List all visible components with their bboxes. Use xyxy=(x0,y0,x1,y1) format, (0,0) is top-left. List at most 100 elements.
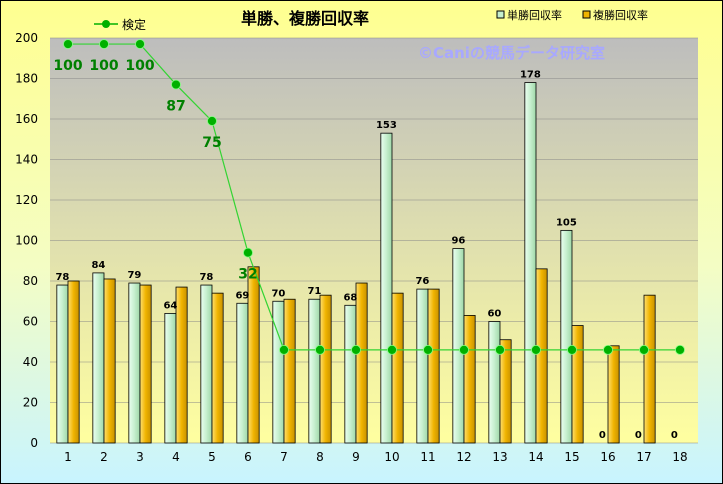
win-data-label: 70 xyxy=(271,288,285,299)
place-bar xyxy=(391,292,404,444)
x-tick-label: 3 xyxy=(136,450,144,464)
place-bar xyxy=(103,278,116,444)
x-tick-label: 13 xyxy=(492,450,507,464)
y-tick-label: 200 xyxy=(15,31,38,45)
legend-item-line: 検定 xyxy=(94,17,146,32)
y-tick-label: 0 xyxy=(30,436,38,450)
line-marker xyxy=(423,344,433,355)
win-bar xyxy=(380,132,393,444)
line-marker xyxy=(63,39,73,49)
y-tick-label: 60 xyxy=(23,315,38,329)
y-tick-label: 140 xyxy=(15,153,38,167)
place-bar xyxy=(535,268,548,444)
line-data-label: 87 xyxy=(166,99,185,115)
x-tick-label: 6 xyxy=(244,450,252,464)
legend-item-place: 複勝回収率 xyxy=(582,8,648,22)
legend-label-win: 単勝回収率 xyxy=(507,8,562,22)
win-data-label: 153 xyxy=(376,120,397,131)
x-tick-label: 2 xyxy=(100,450,108,464)
win-bar xyxy=(128,282,141,444)
win-data-label: 78 xyxy=(199,272,213,283)
line-marker xyxy=(387,344,397,355)
win-bar xyxy=(560,229,573,444)
place-bar xyxy=(427,288,440,444)
line-marker xyxy=(135,39,145,49)
place-bar xyxy=(571,325,584,444)
legend-item-win: 単勝回収率 xyxy=(496,8,562,22)
x-tick-label: 17 xyxy=(636,450,651,464)
line-marker xyxy=(603,344,613,355)
win-bar xyxy=(344,304,357,444)
y-tick-label: 160 xyxy=(15,112,38,126)
y-tick-label: 40 xyxy=(23,355,38,369)
line-data-label: 100 xyxy=(53,58,82,74)
win-data-label: 0 xyxy=(635,430,642,441)
legend-line-marker xyxy=(102,20,110,28)
win-data-label: 0 xyxy=(599,430,606,441)
win-data-label: 0 xyxy=(671,430,678,441)
line-marker xyxy=(315,344,325,355)
x-axis: 1 2 3 4 5 6 7 8 9 10 11 12 13 14 15 16 17 18 xyxy=(64,450,687,464)
place-bar xyxy=(319,294,332,444)
place-bar xyxy=(67,280,80,444)
x-tick-label: 8 xyxy=(316,450,324,464)
line-series xyxy=(63,39,685,355)
y-tick-label: 180 xyxy=(15,72,38,86)
x-tick-label: 11 xyxy=(420,450,435,464)
place-bar xyxy=(139,284,152,444)
y-tick-label: 120 xyxy=(15,193,38,207)
win-data-label: 96 xyxy=(451,236,465,247)
line-marker xyxy=(351,344,361,355)
line-marker xyxy=(459,344,469,355)
watermark: ©Caniの競馬データ研究室 xyxy=(418,44,605,62)
place-bar xyxy=(607,345,620,444)
place-bar xyxy=(211,292,224,444)
gridlines xyxy=(50,37,698,444)
win-data-label: 79 xyxy=(127,270,141,281)
win-data-label: 68 xyxy=(343,292,357,303)
win-data-label: 64 xyxy=(163,300,177,311)
line-marker xyxy=(243,247,253,258)
place-bar xyxy=(499,339,512,444)
line-marker xyxy=(207,116,217,126)
x-tick-label: 5 xyxy=(208,450,216,464)
line-marker xyxy=(99,39,109,49)
x-tick-label: 18 xyxy=(672,450,687,464)
win-data-label: 84 xyxy=(91,260,105,271)
win-bar xyxy=(200,284,213,444)
place-bar xyxy=(283,298,296,444)
win-bar xyxy=(416,288,429,444)
win-bar xyxy=(308,298,321,444)
y-tick-label: 20 xyxy=(23,396,38,410)
place-bar xyxy=(463,315,476,444)
line-marker xyxy=(171,79,181,90)
data-labels: 78 84 79 64 78 69 70 71 68 153 76 96 60 178 105 0 0 0 100 1… xyxy=(53,58,678,441)
x-tick-label: 4 xyxy=(172,450,180,464)
line-marker xyxy=(495,344,505,355)
x-tick-label: 1 xyxy=(64,450,72,464)
line-data-label: 75 xyxy=(202,135,221,151)
x-tick-label: 9 xyxy=(352,450,360,464)
place-bar xyxy=(643,294,656,444)
win-bar xyxy=(236,302,249,444)
x-tick-label: 15 xyxy=(564,450,579,464)
line-marker xyxy=(567,344,577,355)
legend-label-place: 複勝回収率 xyxy=(593,8,648,22)
x-tick-label: 16 xyxy=(600,450,615,464)
y-tick-label: 80 xyxy=(23,274,38,288)
legend-label-line: 検定 xyxy=(122,17,146,32)
legend-swatch-place xyxy=(582,10,591,19)
chart-title: 単勝、複勝回収率 xyxy=(241,9,369,28)
line-marker xyxy=(279,344,289,355)
place-bar xyxy=(175,286,188,444)
line-data-label: 100 xyxy=(89,58,118,74)
x-tick-label: 12 xyxy=(456,450,471,464)
x-tick-label: 7 xyxy=(280,450,288,464)
place-bar xyxy=(247,266,260,444)
line-marker xyxy=(675,344,685,355)
x-tick-label: 14 xyxy=(528,450,543,464)
win-data-label: 105 xyxy=(556,217,577,228)
y-tick-label: 100 xyxy=(15,234,38,248)
win-data-label: 71 xyxy=(307,286,321,297)
